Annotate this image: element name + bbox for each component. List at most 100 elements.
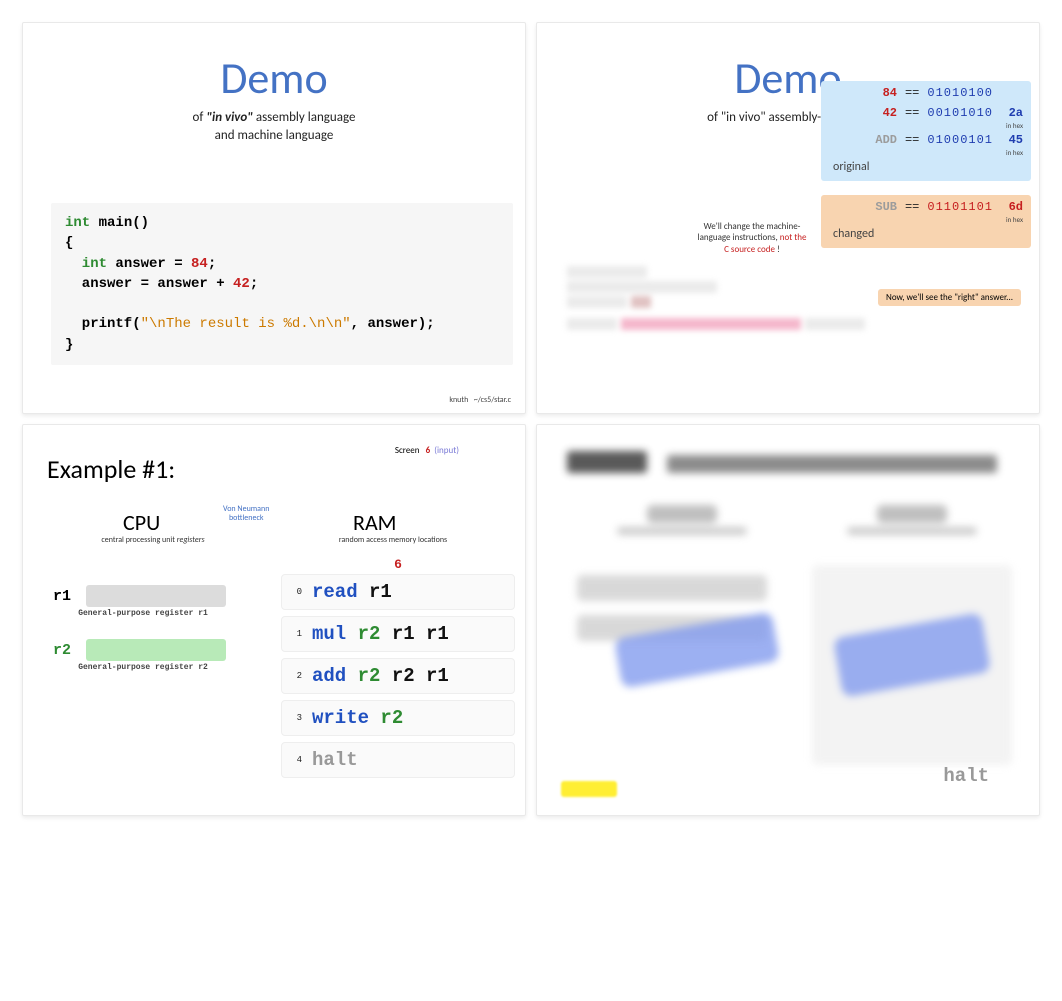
bits-add: 01000101	[927, 133, 993, 147]
eq2: ==	[905, 106, 919, 120]
slide-grid: Demo of "in vivo" assembly language and …	[0, 0, 1062, 838]
vnb-b: bottleneck	[229, 513, 264, 523]
cpu-sub: central processing unit registers	[93, 535, 213, 545]
c-84: 84	[191, 256, 208, 272]
ram-idx: 1	[292, 629, 302, 639]
orig-label: original	[823, 157, 1029, 177]
binrow-sub: SUB == 01101101 6d	[823, 197, 1029, 217]
screen-label: Screen 6 (input)	[395, 445, 459, 456]
sub-pre: of	[193, 110, 207, 125]
slide-3: Example #1: Screen 6 (input) CPU central…	[22, 424, 526, 816]
ram-instr: mul r2 r1 r1	[312, 623, 449, 645]
cpu-title: CPU	[123, 509, 160, 536]
von-neumann: Von Neumannbottleneck	[223, 505, 269, 523]
ram-line: 0 read r1	[281, 574, 515, 610]
c-ans: answer =	[107, 256, 191, 272]
hex-45: 45	[1001, 133, 1023, 147]
c-brace: {	[65, 235, 73, 251]
ram-sub: random access memory locations	[313, 535, 473, 545]
ram-instr: read r1	[312, 581, 392, 603]
c-int2: int	[65, 256, 107, 272]
bits-84: 01010100	[927, 86, 993, 100]
ram-line: 1 mul r2 r1 r1	[281, 616, 515, 652]
lbl-84: 84	[863, 86, 897, 100]
change-note: We'll change the machine-language instru…	[697, 221, 807, 255]
ram-column: 6 0 read r1 1 mul r2 r1 r1 2 add r2 r2 r1 3wri…	[281, 557, 515, 784]
ram-idx: 4	[292, 755, 302, 765]
binrow-84: 84 == 01010100	[823, 83, 1029, 103]
slide-4: halt	[536, 424, 1040, 816]
c-42: 42	[233, 276, 250, 292]
c-str: "\nThe result is %d.\n\n"	[141, 316, 351, 332]
c-main: main()	[90, 215, 149, 231]
c-int: int	[65, 215, 90, 231]
hexnote1: in hex	[823, 121, 1023, 130]
binary-table: 84 == 01010100 42 == 00101010 2a in hex …	[821, 81, 1031, 248]
bits-42: 00101010	[927, 106, 993, 120]
hex-2a: 2a	[1001, 106, 1023, 120]
binrow-add: ADD == 01000101 45	[823, 130, 1029, 150]
c-l5c: , answer);	[351, 316, 435, 332]
lbl-sub: SUB	[863, 200, 897, 214]
example-title: Example #1:	[47, 453, 175, 485]
blur-s1	[617, 527, 747, 535]
r2-box	[86, 639, 226, 661]
changed-label: changed	[823, 224, 1029, 244]
blur-s2	[847, 527, 977, 535]
ram-line: 2 add r2 r2 r1	[281, 658, 515, 694]
foot-path: ~/cs5/star.c	[474, 395, 511, 405]
eq3: ==	[905, 133, 919, 147]
ram-instr: add r2 r2 r1	[312, 665, 449, 687]
c-l4c: ;	[250, 276, 258, 292]
eq: ==	[905, 86, 919, 100]
input-label: (input)	[434, 445, 459, 456]
binrow-42: 42 == 00101010 2a	[823, 103, 1029, 123]
ram-idx: 3	[292, 713, 302, 723]
sub-emph: "in vivo"	[206, 110, 253, 125]
ram-title: RAM	[353, 509, 396, 536]
screen-6: 6	[426, 445, 431, 456]
cpu-sub-a: central processing unit	[101, 535, 176, 545]
c-semi: ;	[208, 256, 216, 272]
ram-line: 4 halt	[281, 742, 515, 778]
r1-note: General-purpose register r1	[53, 609, 233, 618]
lbl-add: ADD	[863, 133, 897, 147]
reg-r1: r1 General-purpose register r1	[53, 585, 233, 618]
yellow-highlight	[561, 781, 617, 797]
ram-idx: 2	[292, 671, 302, 681]
halt-text: halt	[943, 765, 989, 787]
reg-r2: r2 General-purpose register r2	[53, 639, 233, 672]
foot-host: knuth	[449, 395, 468, 405]
sub-post: assembly language	[253, 110, 356, 125]
hex-6d: 6d	[1001, 200, 1023, 214]
c-l4a: answer = answer +	[65, 276, 233, 292]
slide1-title: Demo	[23, 51, 525, 105]
footer-path: knuth ~/cs5/star.c	[449, 395, 511, 405]
slide1-subtitle: of "in vivo" assembly language and machi…	[23, 109, 525, 144]
blur-title	[567, 451, 647, 473]
slide-1: Demo of "in vivo" assembly language and …	[22, 22, 526, 414]
code-block: int main() { int answer = 84; answer = a…	[51, 203, 513, 365]
r2-label: r2	[53, 642, 71, 659]
ram-instr: halt	[312, 749, 358, 771]
cpu-sub-b: registers	[177, 535, 205, 545]
ghost-code	[567, 263, 879, 330]
slide-2: Demo of "in vivo" assembly-language 84 =…	[536, 22, 1040, 414]
blur-subtitle	[667, 455, 997, 473]
r2-note: General-purpose register r2	[53, 663, 233, 672]
hexnote2: in hex	[823, 148, 1023, 157]
blur-cpu	[647, 505, 717, 523]
now-see-note: Now, we'll see the "right" answer...	[878, 289, 1021, 306]
ram-top-6: 6	[281, 557, 515, 572]
ram-line: 3write r2	[281, 700, 515, 736]
ram-lines: 0 read r1 1 mul r2 r1 r1 2 add r2 r2 r1 3write…	[281, 574, 515, 778]
cn-c: !	[775, 244, 780, 255]
r1-label: r1	[53, 588, 71, 605]
c-brace2: }	[65, 337, 73, 353]
bits-sub: 01101101	[927, 200, 993, 214]
blur-ram	[877, 505, 947, 523]
screen-word: Screen	[395, 445, 420, 456]
ram-idx: 0	[292, 587, 302, 597]
sub-line2: and machine language	[215, 128, 334, 143]
hexnote3: in hex	[823, 215, 1023, 224]
